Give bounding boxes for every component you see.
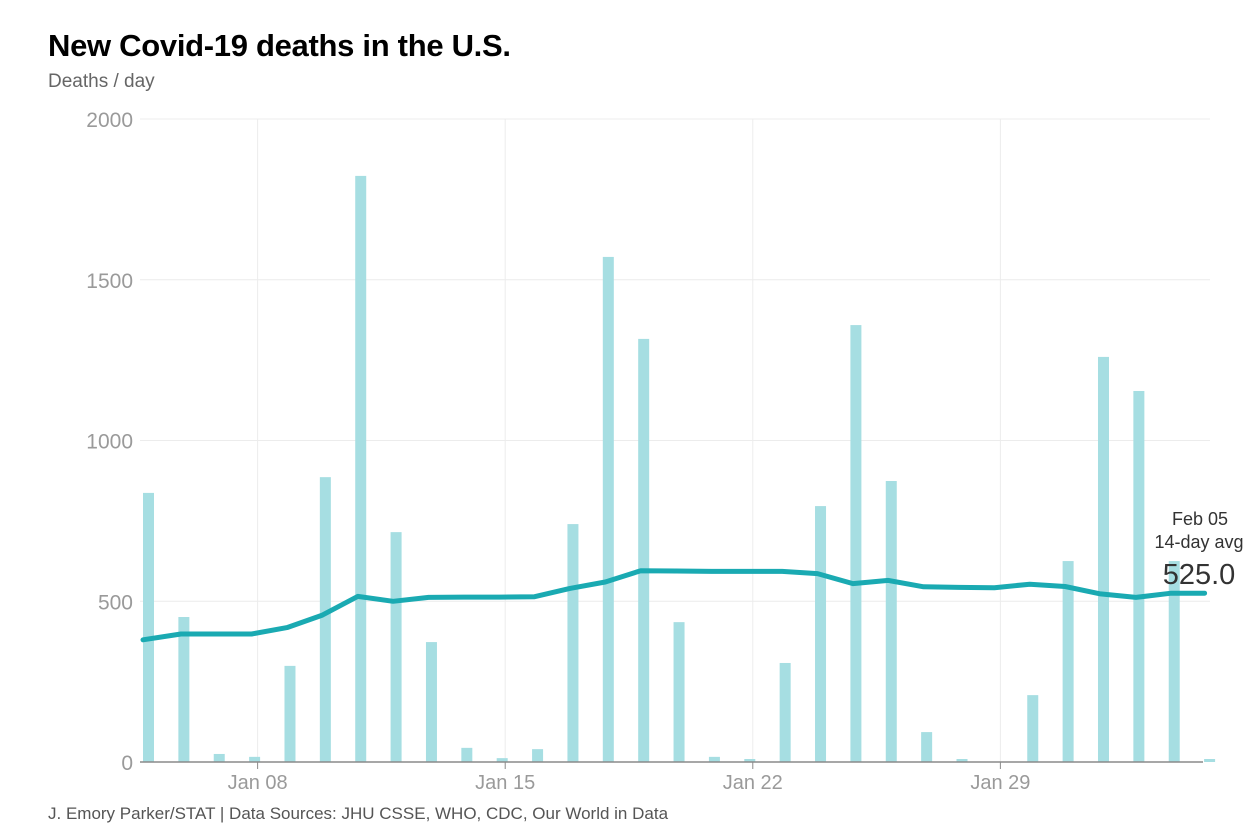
bar (1097, 356, 1109, 762)
bar (638, 338, 650, 762)
x-tick-label: Jan 08 (228, 772, 288, 794)
bar (461, 747, 473, 762)
bar (532, 749, 544, 762)
bar (496, 758, 508, 762)
annotation-label: 14-day avg (1154, 532, 1243, 552)
x-tick-label: Jan 22 (723, 772, 783, 794)
bar (178, 617, 190, 762)
bar (779, 662, 791, 762)
bar (1204, 759, 1216, 762)
annotation-value: 525.0 (1163, 559, 1236, 591)
source-credit: J. Emory Parker/STAT | Data Sources: JHU… (48, 804, 669, 823)
bar (1168, 561, 1180, 762)
bar (425, 642, 437, 762)
y-tick-label: 1000 (86, 431, 133, 454)
y-tick-label: 2000 (86, 109, 133, 132)
y-tick-label: 0 (121, 752, 133, 775)
chart-subtitle: Deaths / day (48, 71, 155, 92)
bar (744, 759, 756, 762)
bar (885, 481, 897, 762)
bar (249, 756, 261, 762)
bar (673, 622, 685, 762)
annotation: Feb 05 14-day avg 525.0 (1154, 509, 1243, 591)
bar (284, 665, 296, 762)
x-tick-label: Jan 15 (475, 772, 535, 794)
y-tick-label: 1500 (86, 270, 133, 293)
bar (708, 756, 720, 762)
bar (602, 256, 614, 762)
bar (921, 732, 933, 762)
bar (956, 759, 968, 762)
bar (850, 325, 862, 762)
annotation-date: Feb 05 (1172, 509, 1228, 529)
y-axis: 0 500 1000 1500 2000 (86, 109, 133, 775)
gridlines (140, 118, 1210, 762)
bar (1133, 390, 1145, 762)
bar (567, 524, 579, 762)
bar-series (143, 175, 1216, 762)
avg-line (140, 568, 1208, 643)
x-axis: Jan 08 Jan 15 Jan 22 Jan 29 (228, 762, 1030, 794)
bar (1027, 695, 1039, 762)
x-tick-label: Jan 29 (970, 772, 1030, 794)
bar (143, 492, 154, 762)
bar (319, 477, 331, 762)
y-tick-label: 500 (98, 591, 133, 614)
bar (1062, 561, 1074, 762)
bar (355, 175, 367, 762)
bar (213, 753, 225, 762)
bar (390, 532, 402, 762)
bar (815, 506, 827, 762)
chart-title: New Covid-19 deaths in the U.S. (48, 28, 511, 63)
